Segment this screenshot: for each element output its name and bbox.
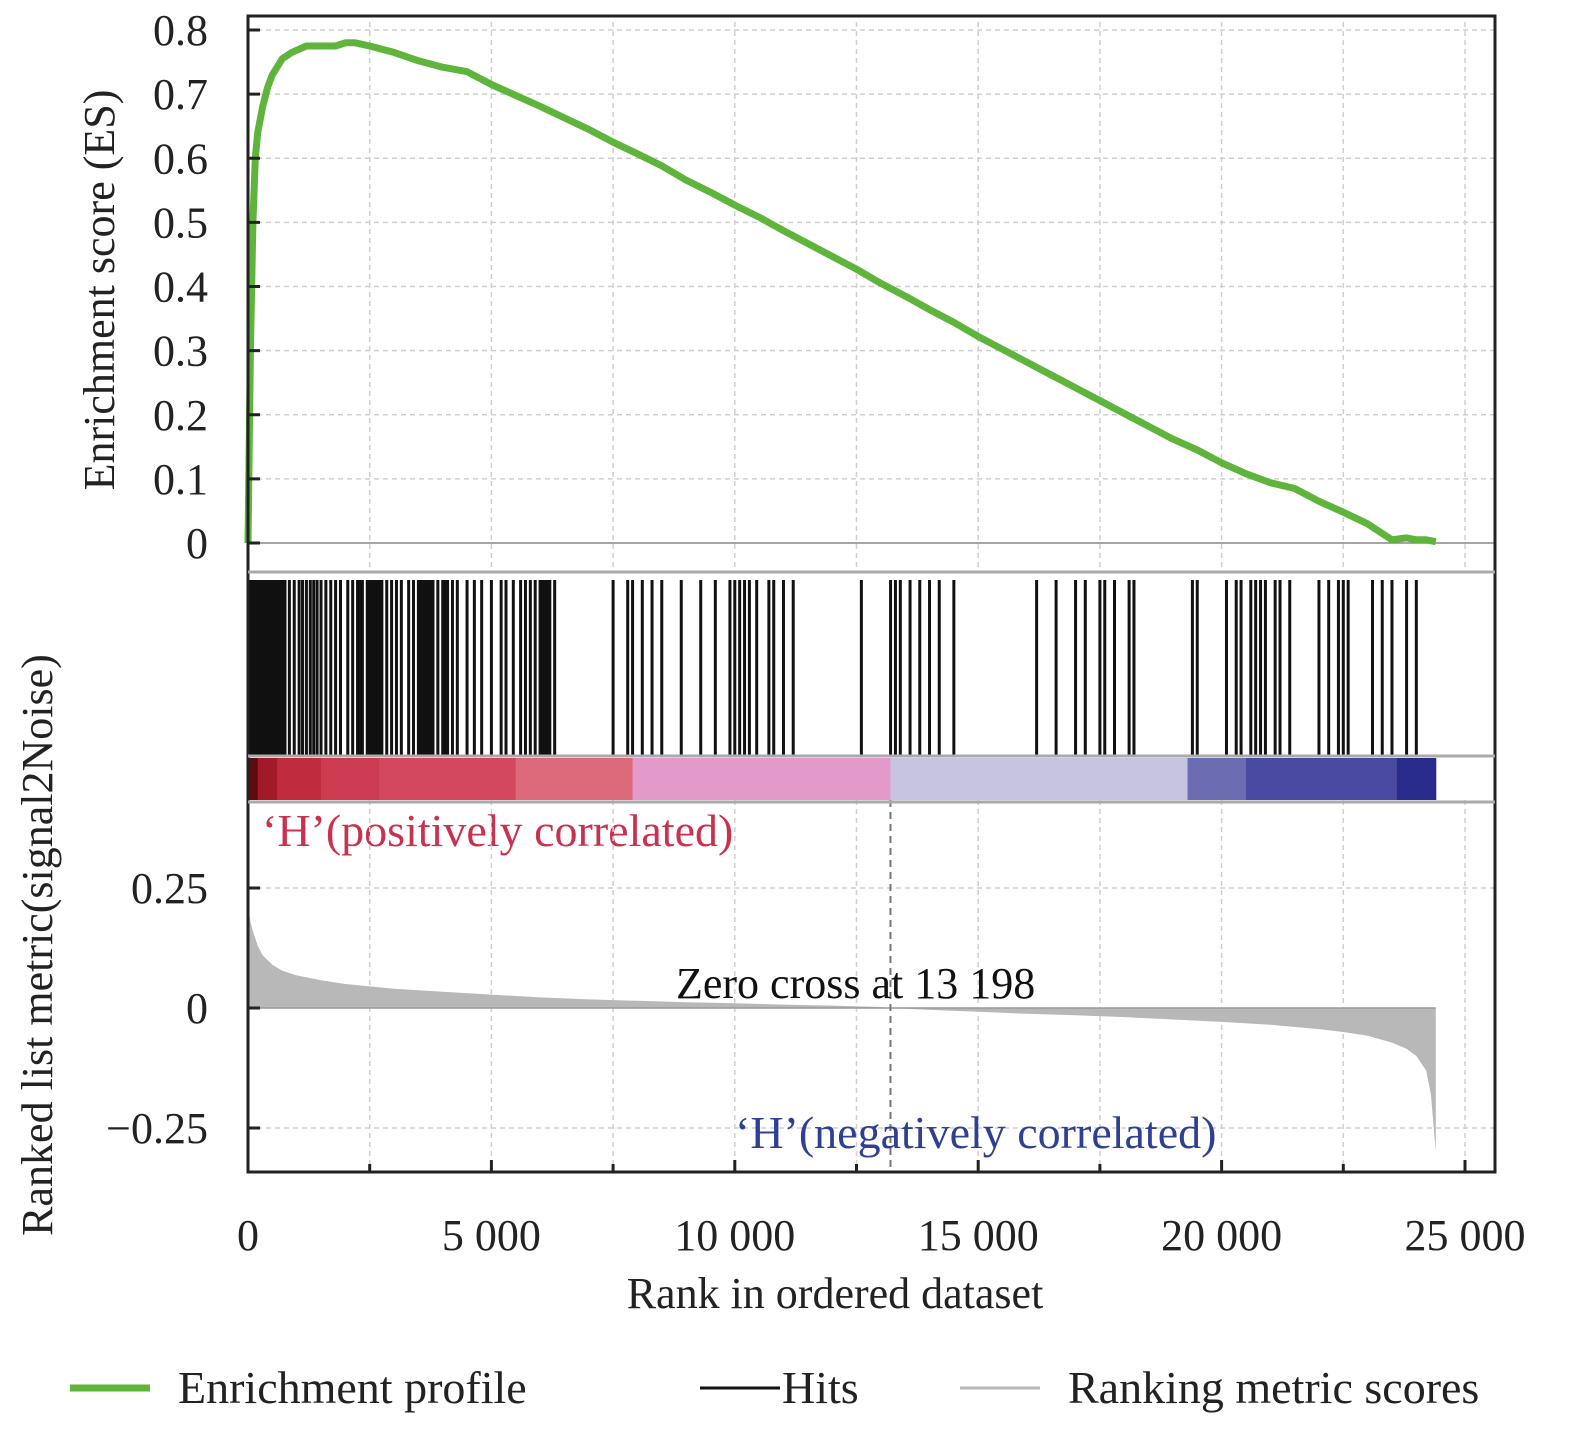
correlation-bar-segment <box>321 758 380 800</box>
legend-label-enrichment-profile: Enrichment profile <box>178 1362 527 1413</box>
x-tick-label: 0 <box>237 1211 259 1260</box>
x-tick-label: 5 000 <box>442 1211 541 1260</box>
correlation-bar-segment <box>1396 758 1437 800</box>
correlation-bar-segment <box>248 758 259 800</box>
es-y-tick-label: 0.6 <box>153 134 208 183</box>
legend-label-hits: Hits <box>782 1362 859 1413</box>
es-grid <box>248 22 1495 572</box>
x-tick-label: 20 000 <box>1161 1211 1282 1260</box>
plot-frame <box>246 14 1497 1174</box>
es-y-tick-label: 0 <box>186 519 208 568</box>
correlation-bar-segment <box>277 758 322 800</box>
es-y-axis-label: Enrichment score (ES) <box>75 90 124 491</box>
ranked-y-tick-label: −0.25 <box>106 1104 208 1153</box>
ranked-grid <box>248 800 1495 1172</box>
es-y-tick-label: 0.5 <box>153 198 208 247</box>
es-y-ticks: 0 0.1 0.2 0.3 0.4 0.5 0.6 0.7 0.8 <box>153 6 260 568</box>
x-axis-label: Rank in ordered dataset <box>627 1269 1044 1318</box>
legend: Enrichment profile Hits Ranking metric s… <box>70 1362 1479 1413</box>
x-ticks: 0 5 000 10 000 15 000 20 000 25 000 <box>237 1160 1526 1260</box>
ranked-metric-panel: Zero cross at 13 198 ‘H’(negatively corr… <box>13 654 1526 1318</box>
es-y-tick-label: 0.2 <box>153 391 208 440</box>
es-y-tick-label: 0.3 <box>153 327 208 376</box>
ranked-y-axis-label: Ranked list metric(signal2Noise) <box>13 654 62 1236</box>
correlation-bar-segment <box>1187 758 1247 800</box>
correlation-bar-segment <box>632 758 891 800</box>
enrichment-profile-line <box>244 39 1437 546</box>
ranked-y-ticks: −0.25 0 0.25 <box>106 864 260 1153</box>
x-tick-label: 10 000 <box>674 1211 795 1260</box>
x-tick-label: 25 000 <box>1405 1211 1526 1260</box>
enrichment-panel: 0 0.1 0.2 0.3 0.4 0.5 0.6 0.7 0.8 Enrichment sco… <box>75 6 1495 572</box>
correlation-bar-segment <box>515 758 634 800</box>
negatively-correlated-label: ‘H’(negatively correlated) <box>735 1107 1216 1158</box>
correlation-bar-segment <box>379 758 517 800</box>
es-y-tick-label: 0.4 <box>153 263 208 312</box>
correlation-bar-segment <box>257 758 278 800</box>
hits-panel <box>246 580 1418 755</box>
zero-cross-label: Zero cross at 13 198 <box>676 959 1035 1008</box>
legend-label-ranking-metric-scores: Ranking metric scores <box>1068 1362 1479 1413</box>
correlation-bar-segment <box>890 758 1189 800</box>
es-y-tick-label: 0.8 <box>153 6 208 55</box>
correlation-color-bar <box>248 758 1437 800</box>
positively-correlated-label: ‘H’(positively correlated) <box>262 805 733 856</box>
correlation-bar-segment <box>1245 758 1398 800</box>
ranked-y-tick-label: 0 <box>186 984 208 1033</box>
es-y-tick-label: 0.1 <box>153 455 208 504</box>
es-y-tick-label: 0.7 <box>153 70 208 119</box>
correlation-bar-panel: ‘H’(positively correlated) <box>248 758 1437 856</box>
ranked-y-tick-label: 0.25 <box>131 864 208 913</box>
x-tick-label: 15 000 <box>918 1211 1039 1260</box>
